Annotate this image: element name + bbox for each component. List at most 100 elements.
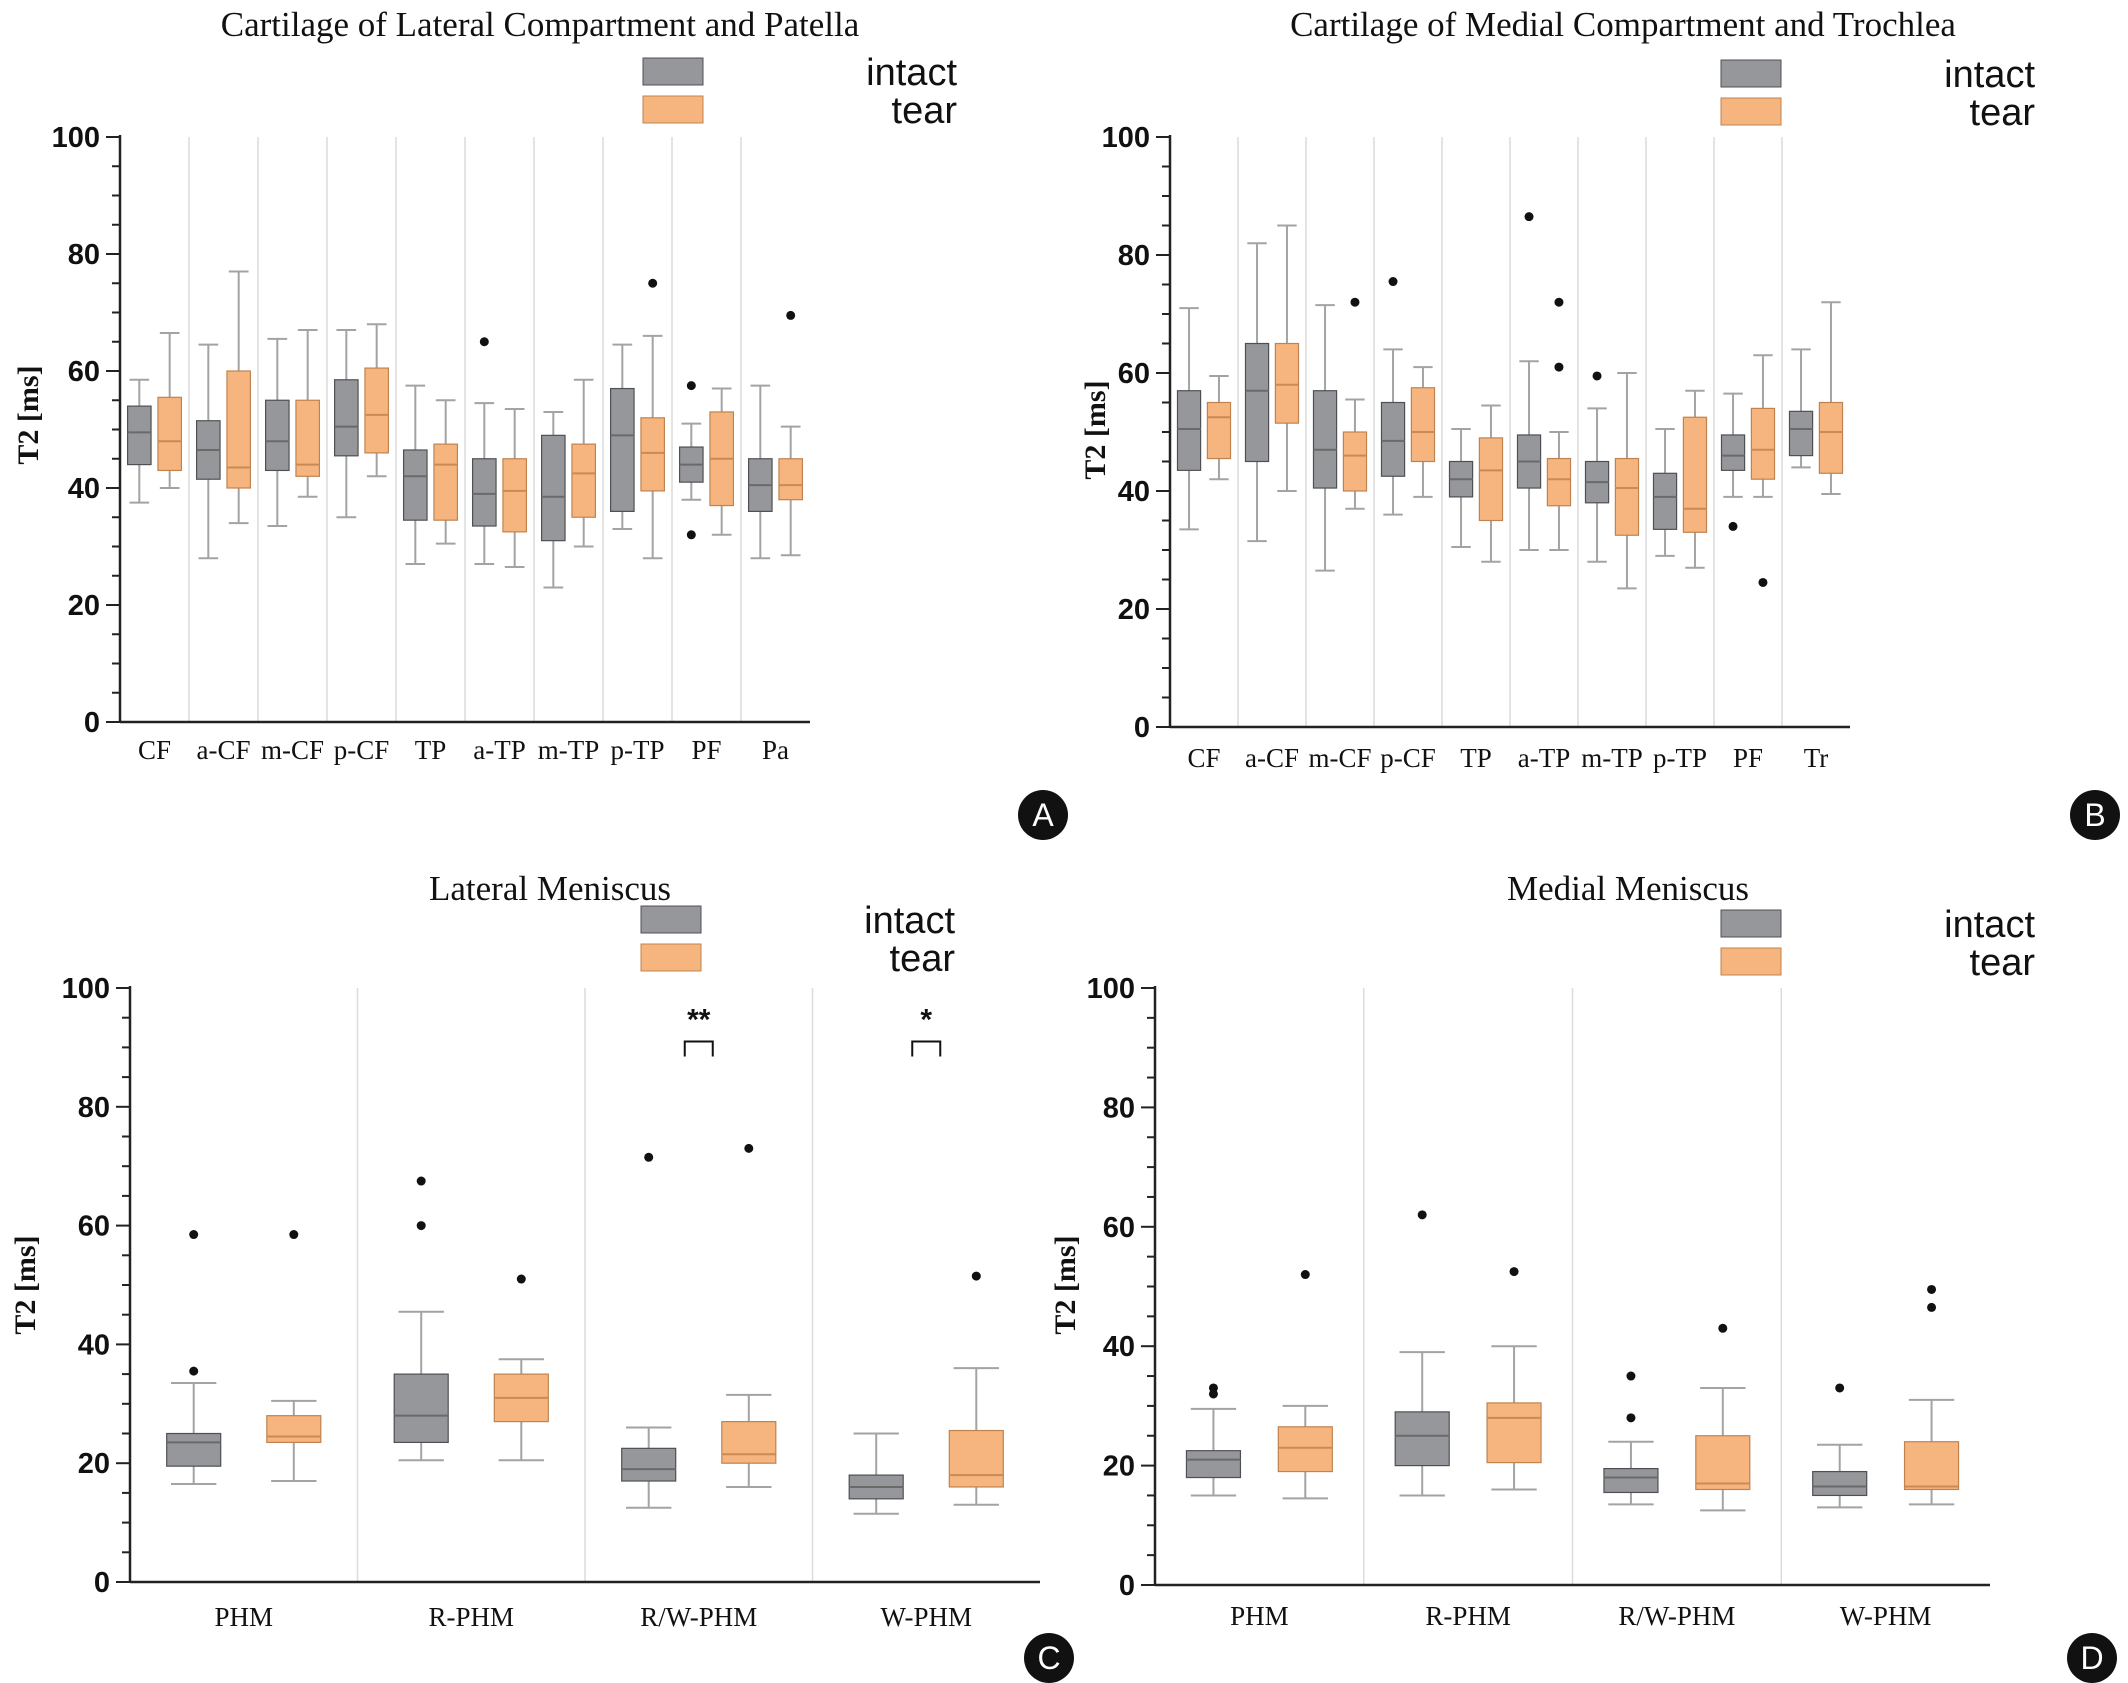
box-intact — [1185, 1383, 1242, 1497]
legend-label-tear: tear — [1970, 92, 2036, 134]
legend-swatch-tear — [640, 943, 702, 972]
box-iqr — [1486, 1402, 1542, 1464]
box-intact — [126, 378, 152, 504]
x-tick-label: Tr — [1804, 743, 1829, 773]
panel-badge-label: D — [2080, 1640, 2103, 1676]
box-iqr — [1812, 1470, 1868, 1497]
x-tick-label: a-CF — [197, 735, 251, 765]
box-iqr — [1682, 416, 1708, 533]
box-iqr — [621, 1447, 677, 1482]
panel-b: Cartilage of Medial Compartment and Troc… — [1079, 5, 2120, 840]
outlier-point — [416, 1221, 426, 1231]
outlier-point — [1758, 577, 1768, 587]
box-iqr — [393, 1373, 449, 1444]
x-tick-label: PHM — [214, 1602, 273, 1632]
x-tick-label: a-CF — [1245, 743, 1299, 773]
box-tear — [1277, 1270, 1333, 1500]
box-tear — [493, 1274, 549, 1462]
outlier-point — [516, 1274, 526, 1284]
box-iqr — [1244, 342, 1270, 463]
box-tear — [778, 310, 804, 557]
panel-badge-label: B — [2084, 797, 2105, 833]
box-iqr — [1695, 1435, 1751, 1491]
panel-c-title: Lateral Meniscus — [429, 869, 671, 908]
box-intact — [471, 337, 497, 566]
x-tick-label: p-CF — [334, 735, 390, 765]
y-tick-label: 80 — [1118, 240, 1150, 272]
box-iqr — [540, 434, 566, 542]
y-tick-label: 100 — [1087, 973, 1135, 1005]
outlier-point — [1350, 297, 1360, 307]
x-tick-label: Pa — [762, 735, 789, 765]
box-tear — [364, 323, 390, 478]
y-tick-label: 60 — [78, 1211, 110, 1243]
outlier-point — [1592, 371, 1602, 381]
panel-badge-label: C — [1037, 1640, 1060, 1676]
box-intact — [1652, 428, 1678, 557]
y-tick-label: 0 — [1119, 1570, 1135, 1602]
x-tick-label: R/W-PHM — [640, 1602, 757, 1632]
box-tear — [157, 331, 183, 489]
outlier-point — [189, 1366, 199, 1376]
box-iqr — [502, 458, 528, 533]
panel-badge-circle — [1024, 1633, 1074, 1683]
x-tick-label: p-TP — [611, 735, 665, 765]
legend-label-intact: intact — [1944, 904, 2035, 946]
box-iqr — [609, 387, 635, 512]
x-tick-label: PF — [691, 735, 721, 765]
y-tick-label: 80 — [78, 1092, 110, 1124]
panel-badge-circle — [2070, 790, 2120, 840]
box-tear — [721, 1143, 777, 1488]
outlier-point — [971, 1271, 981, 1281]
box-iqr — [157, 396, 183, 472]
x-tick-label: TP — [415, 735, 447, 765]
box-tear — [1546, 297, 1572, 551]
box-tear — [266, 1230, 322, 1483]
y-tick-label: 100 — [62, 973, 110, 1005]
x-tick-label: PHM — [1230, 1601, 1289, 1631]
box-iqr — [1277, 1426, 1333, 1473]
box-iqr — [402, 449, 428, 521]
y-tick-label: 100 — [52, 122, 100, 154]
box-tear — [1274, 224, 1300, 492]
y-tick-label: 40 — [68, 473, 100, 505]
panel-a-title: Cartilage of Lateral Compartment and Pat… — [221, 5, 860, 44]
box-tear — [502, 408, 528, 568]
box-iqr — [640, 417, 666, 492]
panel-b-title: Cartilage of Medial Compartment and Troc… — [1290, 5, 1956, 44]
box-tear — [948, 1271, 1004, 1506]
y-tick-label: 20 — [68, 590, 100, 622]
y-tick-label: 60 — [1103, 1212, 1135, 1244]
box-intact — [1380, 277, 1406, 516]
legend-swatch-tear — [1720, 97, 1782, 126]
y-axis-label: T2 [ms] — [1049, 1235, 1082, 1334]
significance-bracket — [911, 1040, 942, 1057]
box-iqr — [1312, 390, 1338, 489]
outlier-point — [416, 1176, 426, 1186]
box-iqr — [1788, 410, 1814, 457]
outlier-point — [1835, 1383, 1845, 1393]
box-tear — [1818, 301, 1844, 495]
box-intact — [609, 343, 635, 530]
box-iqr — [1394, 1411, 1450, 1467]
outlier-point — [1626, 1413, 1636, 1423]
x-tick-label: m-CF — [261, 735, 324, 765]
box-iqr — [1478, 437, 1504, 522]
outlier-point — [1509, 1267, 1519, 1277]
box-tear — [1614, 372, 1640, 590]
x-tick-label: TP — [1460, 743, 1492, 773]
box-intact — [1720, 392, 1746, 531]
outlier-point — [1554, 297, 1564, 307]
box-iqr — [333, 379, 359, 457]
x-tick-label: R-PHM — [428, 1602, 514, 1632]
outlier-point — [648, 278, 658, 288]
box-iqr — [1818, 401, 1844, 474]
outlier-point — [686, 530, 696, 540]
box-iqr — [471, 458, 497, 527]
x-tick-label: m-CF — [1308, 743, 1371, 773]
y-tick-label: 20 — [1103, 1451, 1135, 1483]
x-tick-label: m-TP — [1581, 743, 1643, 773]
